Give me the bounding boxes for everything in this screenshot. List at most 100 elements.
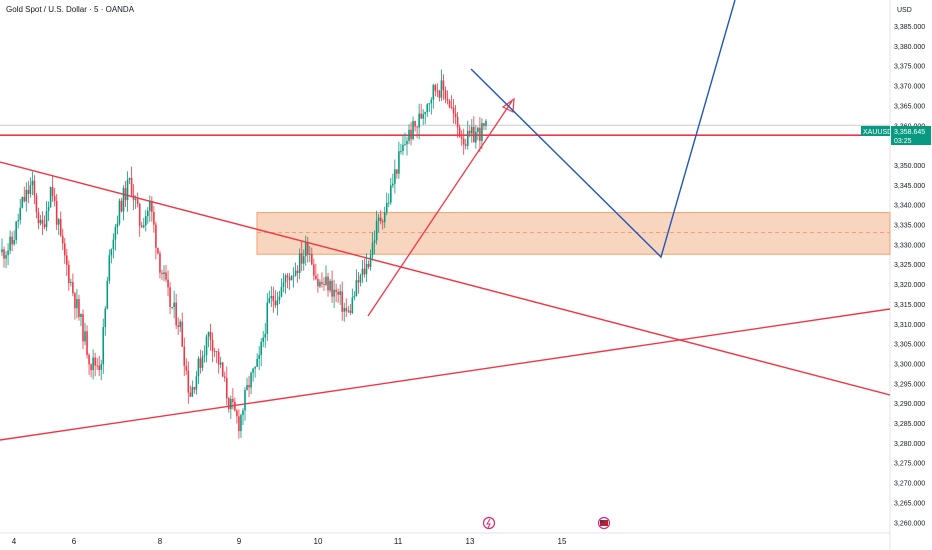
candle-body xyxy=(256,358,258,367)
candle-body xyxy=(282,282,285,287)
candle-body xyxy=(155,224,157,248)
price-tick-label: 3,380.000 xyxy=(894,44,925,51)
time-tick-label: 11 xyxy=(394,537,403,546)
candle-body xyxy=(84,331,86,342)
candle-body xyxy=(244,390,246,411)
candle-body xyxy=(209,331,212,340)
price-tick-label: 3,265.000 xyxy=(894,500,925,507)
candle-body xyxy=(383,212,386,223)
candle-body xyxy=(21,196,24,208)
candle-body xyxy=(80,314,82,318)
candle-body xyxy=(317,279,319,287)
candle-body xyxy=(406,140,408,145)
time-tick-label: 4 xyxy=(12,537,17,546)
candle-body xyxy=(381,221,384,223)
candle-body xyxy=(367,263,370,267)
candle-body xyxy=(294,270,297,276)
candle-body xyxy=(485,120,487,126)
candle-body xyxy=(193,387,196,390)
candle-body xyxy=(76,299,78,309)
candle-body xyxy=(43,224,46,228)
candle-body xyxy=(479,127,481,141)
candle-body xyxy=(284,275,287,283)
candle-body xyxy=(189,392,192,397)
candle-body xyxy=(25,189,28,202)
candle-body xyxy=(68,264,70,284)
candle-body xyxy=(163,272,165,275)
candle-body xyxy=(110,249,113,256)
candle-body xyxy=(118,200,121,224)
candle-body xyxy=(126,179,129,201)
short-rising-trendline xyxy=(367,100,513,317)
candle-body xyxy=(39,219,42,224)
candle-body xyxy=(7,250,9,256)
symbol-tag-label: XAUUSD xyxy=(863,129,892,136)
candle-body xyxy=(37,212,40,224)
price-tick-label: 3,375.000 xyxy=(894,64,925,71)
last-price-tag xyxy=(891,126,931,145)
candle-body xyxy=(292,275,295,277)
candle-body xyxy=(280,286,283,297)
candle-body xyxy=(331,280,333,297)
candle-body xyxy=(173,302,175,308)
candle-body xyxy=(471,126,473,134)
candle-body xyxy=(88,354,90,365)
candle-body xyxy=(98,365,100,370)
candle-body xyxy=(339,291,341,295)
candle-body xyxy=(392,183,394,186)
candle-body xyxy=(475,131,477,143)
price-tick-label: 3,305.000 xyxy=(894,342,925,349)
candle-body xyxy=(230,398,232,410)
candle-body xyxy=(29,185,32,194)
candle-body xyxy=(377,217,380,221)
candle-body xyxy=(74,293,76,309)
candle-body xyxy=(408,129,410,141)
price-tick-label: 3,295.000 xyxy=(894,381,925,388)
candle-body xyxy=(78,299,80,318)
time-tick-label: 9 xyxy=(237,537,242,546)
candle-body xyxy=(351,297,354,313)
candle-body xyxy=(169,287,171,308)
candle-body xyxy=(232,398,234,402)
candle-body xyxy=(238,416,240,432)
candle-body xyxy=(477,127,479,132)
candle-body xyxy=(90,364,92,371)
candle-body xyxy=(448,100,451,108)
candle-body xyxy=(240,415,242,432)
candle-body xyxy=(136,199,139,204)
candle-body xyxy=(183,346,186,366)
candle-body xyxy=(458,127,461,137)
candle-body xyxy=(483,123,485,126)
candle-body xyxy=(5,255,7,259)
candle-body xyxy=(82,314,84,342)
candle-body xyxy=(359,275,362,283)
countdown-label: 03:25 xyxy=(894,138,912,145)
candle-body xyxy=(94,357,96,366)
price-tick-label: 3,285.000 xyxy=(894,421,925,428)
candle-body xyxy=(436,90,439,92)
candle-body xyxy=(300,253,303,264)
candle-body xyxy=(63,243,66,256)
candle-body xyxy=(460,136,463,139)
candle-body xyxy=(434,84,437,91)
price-tick-label: 3,315.000 xyxy=(894,302,925,309)
candle-body xyxy=(49,187,52,207)
lightning-event-icon xyxy=(482,516,496,530)
candle-body xyxy=(323,283,325,285)
price-tick-label: 3,345.000 xyxy=(894,183,925,190)
us-flag-event-icon xyxy=(600,520,608,526)
price-tick-label: 3,325.000 xyxy=(894,262,925,269)
candle-body xyxy=(404,144,406,145)
candle-body xyxy=(329,280,331,291)
candle-body xyxy=(61,235,64,244)
candle-body xyxy=(72,282,74,294)
candle-body xyxy=(371,242,374,256)
candle-body xyxy=(15,221,17,241)
candle-body xyxy=(236,410,238,417)
candle-body xyxy=(432,84,435,100)
lightning-event-icon xyxy=(486,518,491,529)
candle-body xyxy=(306,242,309,255)
candle-body xyxy=(149,200,151,211)
candle-body xyxy=(464,144,467,146)
